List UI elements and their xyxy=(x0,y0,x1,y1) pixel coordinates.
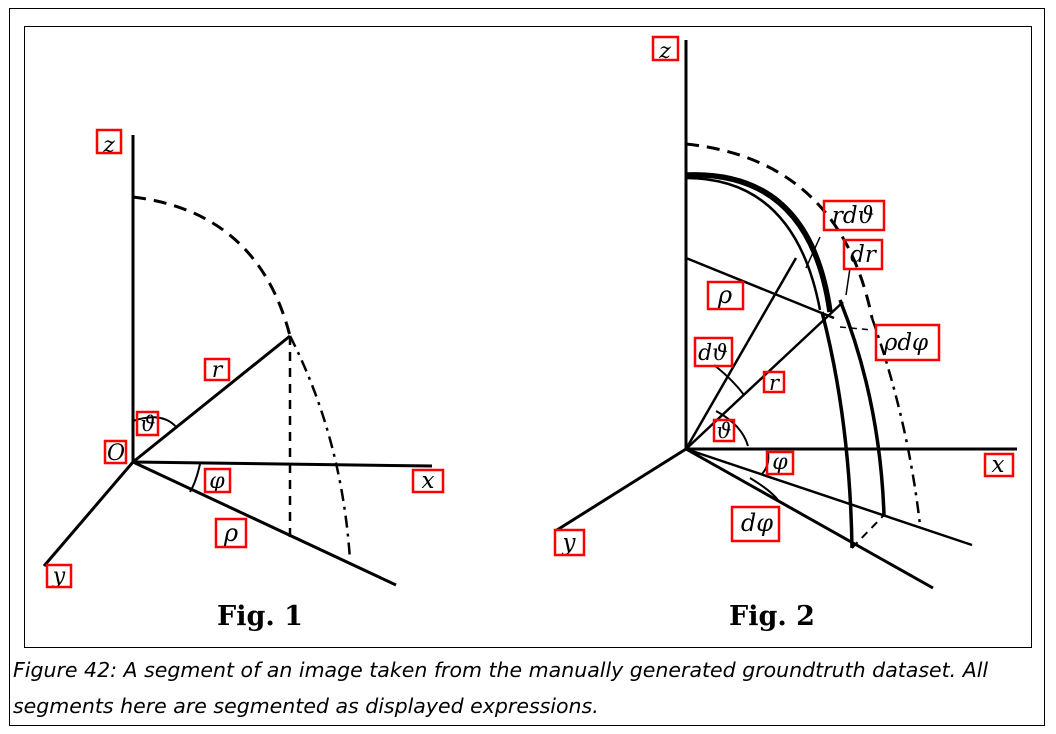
fig2-inner-arc-bold xyxy=(685,172,833,313)
fig1-phi-label: φ xyxy=(209,469,225,494)
fig2-x-label: x xyxy=(992,452,1005,478)
fig1-x-label: x xyxy=(422,468,435,494)
fig2-rho-dphi-box xyxy=(874,323,941,362)
fig1-labels: z r ϑ O φ x ρ y Fig. 1 xyxy=(52,133,435,632)
fig2-phi-label: φ xyxy=(772,450,788,475)
fig2-rho-line-2 xyxy=(685,447,973,547)
fig2-dr-label: dr xyxy=(850,242,878,268)
fig2-inner-arc xyxy=(685,176,822,311)
image-frame xyxy=(24,26,1032,648)
fig2-rho-horizontal xyxy=(685,256,835,320)
fig1-y-label: y xyxy=(52,564,66,589)
fig2-dr-leader xyxy=(845,267,851,296)
fig1-phi-arc xyxy=(189,463,201,493)
fig1-rho-box xyxy=(214,517,248,549)
fig1-x-axis xyxy=(132,460,433,468)
fig1-theta-label: ϑ xyxy=(140,412,155,436)
fig2-dphi-box xyxy=(730,505,781,543)
fig2-meridian-inner xyxy=(820,311,854,549)
fig2-dtheta-arc xyxy=(713,364,745,396)
fig2-phi-box xyxy=(765,450,795,476)
fig2-annotation-boxes xyxy=(553,35,1015,557)
fig1-origin-box xyxy=(103,439,128,465)
fig2-y-label: y xyxy=(562,530,577,556)
fig1-y-box xyxy=(45,563,73,589)
fig2-z-box xyxy=(651,35,680,62)
caption-line-1: Figure 42: A segment of an image taken f… xyxy=(13,658,989,682)
fig2-rho-line xyxy=(685,447,934,590)
fig1-theta-box xyxy=(135,410,160,437)
fig2-rho-label: ρ xyxy=(717,281,732,309)
fig1-origin-label: O xyxy=(107,441,125,466)
fig2-z-label: z xyxy=(658,39,671,64)
fig2-r-box xyxy=(762,370,786,394)
fig1-rho-label: ρ xyxy=(223,519,238,547)
fig2-theta-arc xyxy=(715,410,749,447)
figure-caption: Figure 42: A segment of an image taken f… xyxy=(13,652,1043,724)
fig2-theta-box xyxy=(712,418,736,443)
fig1-title: Fig. 1 xyxy=(217,601,303,632)
fig2-outer-arc-dashed xyxy=(685,142,874,319)
fig2-rdtheta-label: rdϑ xyxy=(832,203,874,229)
fig2-dtheta-box xyxy=(693,336,734,368)
fig2-y-box xyxy=(553,528,586,557)
fig1-rho-line xyxy=(132,460,397,587)
fig2-title: Fig. 2 xyxy=(729,601,815,632)
fig2-diagram xyxy=(556,40,1017,590)
fig2-dtheta-label: dϑ xyxy=(698,341,728,366)
fig2-dphi-label: dφ xyxy=(741,509,773,537)
fig1-y-axis xyxy=(42,461,135,567)
fig1-meridian-arc xyxy=(288,335,352,561)
fig1-z-box xyxy=(95,128,123,155)
fig1-annotation-boxes xyxy=(45,128,445,589)
fig1-sphere-arc xyxy=(132,195,292,337)
fig2-meridian-outer xyxy=(838,299,886,516)
fig2-rho-box xyxy=(706,280,745,311)
fig1-r-line xyxy=(132,334,291,464)
fig2-labels: z rdϑ dr ρ ρdφ dϑ r ϑ φ x dφ y Fig. 2 xyxy=(562,39,1005,632)
fig1-r-box xyxy=(203,357,231,382)
fig2-r-label: r xyxy=(769,371,781,395)
caption-line-2: segments here are segmented as displayed… xyxy=(13,694,599,718)
fig2-r-line-upper xyxy=(684,257,798,450)
fig2-dr-box xyxy=(842,238,884,271)
fig1-phi-box xyxy=(203,467,232,494)
fig2-base-dashed xyxy=(851,514,885,549)
fig2-dphi-arc xyxy=(749,477,779,501)
fig2-rho-dphi-leader xyxy=(839,326,873,331)
fig2-rho-dphi-label: ρdφ xyxy=(883,330,929,356)
fig2-theta-label: ϑ xyxy=(716,419,731,443)
fig2-rdtheta-box xyxy=(822,199,886,232)
fig2-x-box xyxy=(983,452,1015,478)
fig1-r-label: r xyxy=(212,358,224,383)
fig2-y-axis xyxy=(556,447,687,532)
fig2-rdtheta-leader xyxy=(805,236,821,269)
fig1-x-box xyxy=(411,468,445,494)
figure-frame xyxy=(9,8,1045,726)
fig1-diagram xyxy=(42,135,433,587)
